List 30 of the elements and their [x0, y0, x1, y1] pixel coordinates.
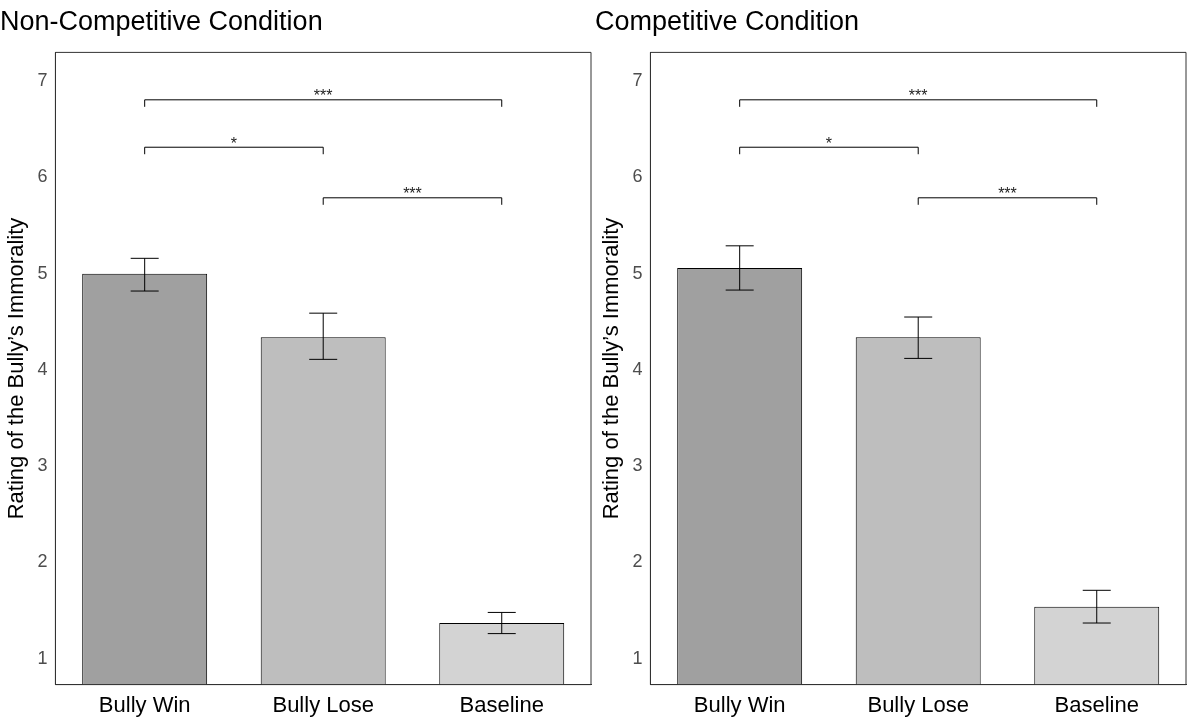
y-tick-label: 6 [632, 166, 643, 187]
x-tick-label: Bully Lose [867, 691, 969, 717]
annotation: *** [313, 87, 333, 105]
y-tick-label: 7 [37, 70, 48, 91]
annotation: * [825, 134, 833, 152]
y-tick-label: 5 [37, 262, 48, 283]
x-tick-label: Bully Win [98, 691, 191, 717]
y-tick-label: 1 [632, 647, 643, 668]
y-axis-title: Rating of the Bully’s Immorality [3, 217, 29, 520]
x-tick-label: Baseline [1054, 691, 1139, 717]
y-tick-label: 6 [37, 166, 48, 187]
y-tick-label: 4 [37, 358, 48, 379]
y-tick-label: 1 [37, 647, 48, 668]
y-tick-label: 2 [632, 551, 643, 572]
y-tick-label: 5 [632, 262, 643, 283]
y-tick-label: 3 [37, 455, 48, 476]
y-tick-label: 3 [632, 455, 643, 476]
chart-title: Non-Competitive Condition [0, 5, 323, 36]
y-tick-label: 2 [37, 551, 48, 572]
x-tick-label: Baseline [459, 691, 544, 717]
annotation: *** [998, 185, 1017, 203]
x-tick-label: Bully Lose [272, 691, 374, 717]
y-tick-label: 7 [632, 70, 643, 91]
annotation: *** [403, 185, 422, 203]
annotation: * [230, 134, 238, 152]
y-axis-title: Rating of the Bully’s Immorality [598, 217, 624, 520]
x-tick-label: Bully Win [693, 691, 786, 717]
annotation: *** [908, 87, 928, 105]
y-tick-label: 4 [632, 358, 643, 379]
chart-title: Competitive Condition [595, 5, 860, 36]
